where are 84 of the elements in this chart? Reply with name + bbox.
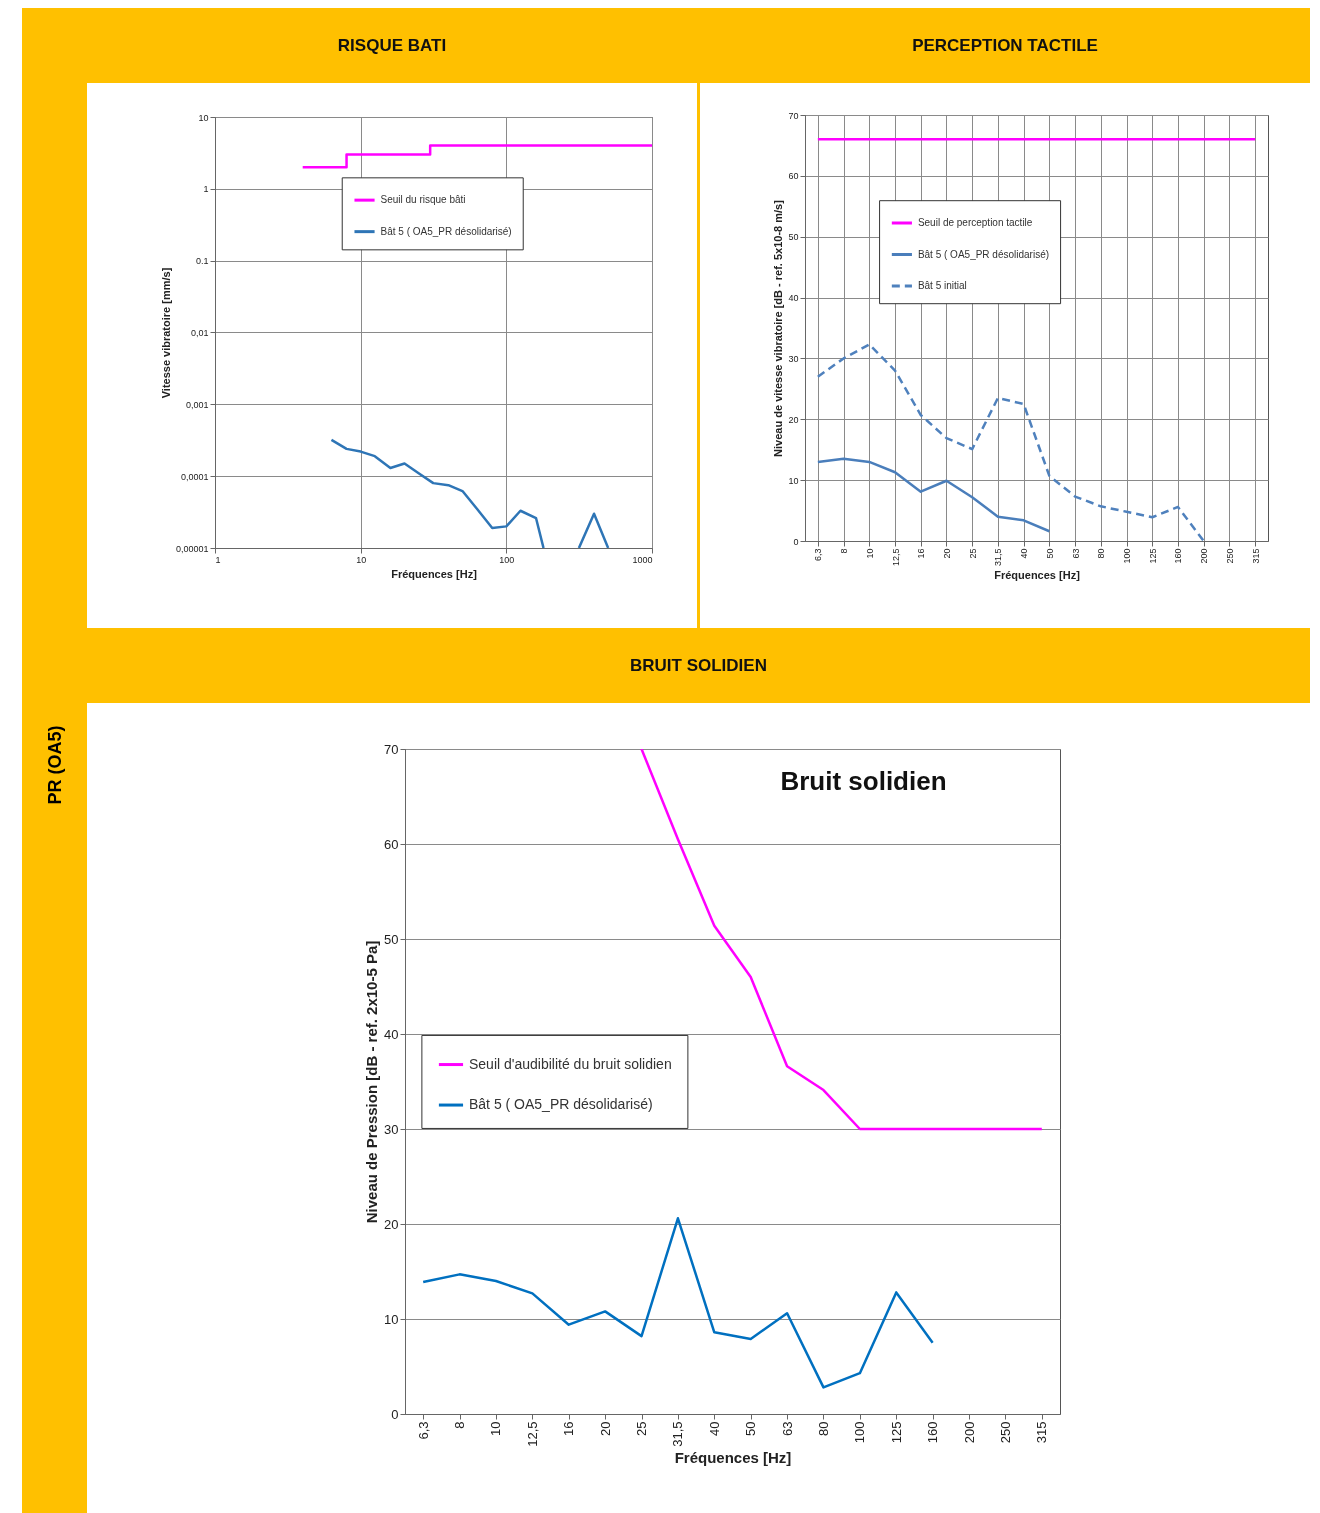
- x-tick-label: 1000: [632, 554, 653, 565]
- legend-label: Seuil d'audibilité du bruit solidien: [468, 1055, 672, 1072]
- x-axis-title: Fréquences [Hz]: [391, 567, 478, 580]
- x-tick-label: 25: [967, 548, 978, 559]
- x-tick-label: 200: [1199, 548, 1210, 564]
- y-tick-label: 50: [384, 931, 399, 947]
- x-tick-label: 12,5: [890, 548, 901, 567]
- x-tick-label: 315: [1034, 1421, 1050, 1444]
- x-tick-label: 10: [488, 1421, 504, 1436]
- annotation: Bruit solidien: [780, 766, 947, 797]
- x-tick-label: 40: [1019, 548, 1030, 559]
- x-tick-label: 125: [1147, 548, 1158, 564]
- y-tick-label: 20: [384, 1216, 399, 1232]
- y-tick-label: 40: [788, 293, 799, 304]
- y-axis-title: Niveau de Pression [dB - ref. 2x10-5 Pa]: [363, 940, 381, 1224]
- y-tick-label: 10: [198, 112, 209, 123]
- x-tick-label: 250: [1224, 548, 1235, 564]
- x-tick-label: 10: [356, 554, 367, 565]
- x-tick-label: 63: [1070, 548, 1081, 559]
- legend-label: Seuil du risque bâti: [380, 194, 466, 206]
- x-tick-label: 80: [815, 1421, 831, 1436]
- y-tick-label: 0,00001: [175, 543, 209, 554]
- x-tick-label: 63: [779, 1421, 795, 1436]
- chart-title: BRUIT SOLIDIEN: [629, 655, 768, 677]
- y-axis-title: Vitesse vibratoire [mm/s]: [159, 267, 172, 399]
- line-series: [816, 343, 1205, 541]
- y-tick-label: 50: [788, 232, 799, 243]
- y-tick-label: 70: [384, 741, 399, 757]
- y-axis-title: Niveau de vitesse vibratoire [dB - ref. 5x10-8 m/s]: [772, 199, 785, 457]
- chart-title: PERCEPTION TACTILE: [911, 35, 1099, 57]
- x-tick-label: 40: [706, 1421, 722, 1436]
- y-tick-label: 0: [391, 1406, 399, 1422]
- x-tick-label: 16: [561, 1421, 577, 1436]
- line-series: [421, 1217, 934, 1389]
- x-tick-label: 100: [499, 554, 515, 565]
- y-tick-label: 60: [384, 836, 399, 852]
- x-tick-label: 80: [1096, 548, 1107, 559]
- x-tick-label: 25: [634, 1421, 650, 1436]
- text: PR (OA5): [44, 725, 65, 805]
- x-tick-label: 6,3: [813, 548, 824, 562]
- x-tick-label: 6,3: [415, 1421, 431, 1440]
- x-tick-label: 20: [941, 548, 952, 559]
- y-tick-label: 30: [384, 1121, 399, 1137]
- x-tick-label: 200: [961, 1421, 977, 1444]
- x-tick-label: 12,5: [524, 1421, 540, 1447]
- x-tick-label: 31,5: [993, 548, 1004, 567]
- x-tick-label: 8: [452, 1421, 468, 1429]
- y-tick-label: 40: [384, 1026, 399, 1042]
- y-tick-label: 20: [788, 414, 799, 425]
- y-tick-label: 0,0001: [180, 471, 209, 482]
- line-series: [816, 457, 1051, 533]
- x-tick-label: 315: [1250, 548, 1261, 564]
- x-tick-label: 50: [1044, 548, 1055, 559]
- y-tick-label: 30: [788, 353, 799, 364]
- x-tick-label: 160: [1173, 548, 1184, 564]
- x-tick-label: 31,5: [670, 1421, 686, 1447]
- y-tick-label: 60: [788, 171, 799, 182]
- legend-label: Bât 5 ( OA5_PR désolidarisé): [917, 248, 1050, 260]
- y-tick-label: 0: [793, 536, 799, 547]
- y-tick-label: 0,01: [190, 328, 209, 338]
- legend-label: Bât 5 ( OA5_PR désolidarisé): [468, 1096, 653, 1113]
- y-tick-label: 10: [788, 475, 799, 486]
- legend-label: Seuil de perception tactile: [917, 217, 1033, 228]
- x-tick-label: 8: [839, 548, 850, 554]
- x-axis-title: Fréquences [Hz]: [674, 1448, 792, 1466]
- y-tick-label: 0,001: [185, 399, 209, 410]
- y-tick-label: 10: [384, 1311, 399, 1327]
- x-tick-label: 16: [916, 548, 927, 559]
- y-tick-label: 0.1: [195, 256, 209, 267]
- chart-title: RISQUE BATI: [336, 35, 448, 57]
- x-axis-title: Fréquences [Hz]: [994, 569, 1081, 582]
- legend-label: Bât 5 initial: [917, 280, 967, 291]
- y-tick-label: 1: [203, 184, 209, 195]
- x-tick-label: 100: [1122, 548, 1133, 564]
- x-tick-label: 125: [888, 1421, 904, 1444]
- x-tick-label: 10: [864, 548, 875, 559]
- x-tick-label: 50: [743, 1421, 759, 1436]
- y-tick-label: 70: [788, 110, 799, 121]
- x-tick-label: 100: [852, 1421, 868, 1444]
- x-tick-label: 250: [997, 1421, 1013, 1444]
- x-tick-label: 1: [215, 554, 221, 565]
- legend-label: Bât 5 ( OA5_PR désolidarisé): [380, 225, 512, 237]
- x-tick-label: 160: [925, 1421, 941, 1444]
- x-tick-label: 20: [597, 1421, 613, 1436]
